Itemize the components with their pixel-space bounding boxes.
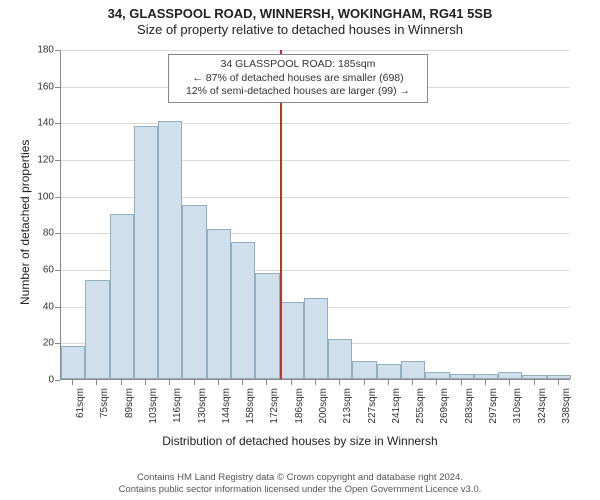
x-axis-title: Distribution of detached houses by size … — [0, 434, 600, 448]
y-tick-mark — [55, 123, 60, 124]
histogram-bar — [280, 302, 304, 379]
chart-title: 34, GLASSPOOL ROAD, WINNERSH, WOKINGHAM,… — [0, 0, 600, 37]
y-tick-label: 120 — [24, 155, 54, 166]
x-tick-label: 297sqm — [488, 388, 499, 433]
x-tick-label: 213sqm — [342, 388, 353, 433]
x-tick-label: 61sqm — [75, 388, 86, 433]
x-tick-label: 130sqm — [197, 388, 208, 433]
x-tick-label: 227sqm — [367, 388, 378, 433]
histogram-bar — [255, 273, 279, 379]
x-tick-mark — [121, 380, 122, 385]
gridline — [61, 50, 570, 51]
x-tick-mark — [364, 380, 365, 385]
gridline — [61, 123, 570, 124]
y-tick-mark — [55, 270, 60, 271]
annotation-box: 34 GLASSPOOL ROAD: 185sqm ← 87% of detac… — [168, 54, 428, 103]
x-tick-mark — [169, 380, 170, 385]
y-tick-label: 60 — [24, 265, 54, 276]
x-tick-mark — [315, 380, 316, 385]
annotation-line3: 12% of semi-detached houses are larger (… — [175, 85, 421, 99]
x-tick-mark — [291, 380, 292, 385]
y-tick-label: 180 — [24, 45, 54, 56]
x-tick-mark — [534, 380, 535, 385]
y-tick-label: 140 — [24, 118, 54, 129]
x-tick-label: 103sqm — [148, 388, 159, 433]
histogram-bar — [85, 280, 109, 379]
x-tick-label: 89sqm — [124, 388, 135, 433]
x-tick-label: 200sqm — [318, 388, 329, 433]
y-tick-label: 160 — [24, 81, 54, 92]
y-tick-mark — [55, 343, 60, 344]
histogram-bar — [547, 375, 571, 379]
histogram-bar — [110, 214, 134, 379]
x-tick-label: 324sqm — [537, 388, 548, 433]
histogram-bar — [182, 205, 206, 379]
histogram-bar — [304, 298, 328, 379]
x-tick-label: 310sqm — [512, 388, 523, 433]
footer-line2: Contains public sector information licen… — [0, 484, 600, 496]
x-tick-mark — [558, 380, 559, 385]
title-line2: Size of property relative to detached ho… — [0, 22, 600, 37]
footer-line1: Contains HM Land Registry data © Crown c… — [0, 472, 600, 484]
x-tick-mark — [242, 380, 243, 385]
x-tick-label: 172sqm — [269, 388, 280, 433]
x-tick-label: 75sqm — [99, 388, 110, 433]
x-tick-mark — [339, 380, 340, 385]
y-tick-mark — [55, 50, 60, 51]
x-tick-label: 269sqm — [439, 388, 450, 433]
histogram-bar — [450, 374, 474, 380]
histogram-bar — [328, 339, 352, 379]
histogram-bar — [377, 364, 401, 379]
x-tick-mark — [218, 380, 219, 385]
x-tick-mark — [266, 380, 267, 385]
footer: Contains HM Land Registry data © Crown c… — [0, 472, 600, 496]
y-tick-label: 40 — [24, 301, 54, 312]
histogram-bar — [207, 229, 231, 379]
histogram-bar — [401, 361, 425, 379]
y-tick-mark — [55, 197, 60, 198]
histogram-bar — [425, 372, 449, 379]
x-tick-label: 158sqm — [245, 388, 256, 433]
histogram-bar — [498, 372, 522, 379]
x-tick-mark — [509, 380, 510, 385]
x-tick-mark — [145, 380, 146, 385]
x-tick-label: 144sqm — [221, 388, 232, 433]
x-tick-mark — [412, 380, 413, 385]
y-tick-mark — [55, 307, 60, 308]
x-tick-mark — [485, 380, 486, 385]
histogram-bar — [158, 121, 182, 380]
x-tick-mark — [461, 380, 462, 385]
x-tick-mark — [388, 380, 389, 385]
x-tick-mark — [96, 380, 97, 385]
x-tick-label: 241sqm — [391, 388, 402, 433]
title-line1: 34, GLASSPOOL ROAD, WINNERSH, WOKINGHAM,… — [0, 6, 600, 21]
histogram-bar — [474, 374, 498, 380]
histogram-bar — [231, 242, 255, 380]
x-tick-mark — [72, 380, 73, 385]
x-tick-label: 283sqm — [464, 388, 475, 433]
y-tick-mark — [55, 233, 60, 234]
y-tick-label: 0 — [24, 375, 54, 386]
y-tick-label: 80 — [24, 228, 54, 239]
y-tick-label: 20 — [24, 338, 54, 349]
y-tick-mark — [55, 160, 60, 161]
x-tick-label: 255sqm — [415, 388, 426, 433]
annotation-line1: 34 GLASSPOOL ROAD: 185sqm — [175, 58, 421, 72]
x-tick-label: 338sqm — [561, 388, 572, 433]
x-tick-mark — [436, 380, 437, 385]
histogram-bar — [134, 126, 158, 379]
x-tick-mark — [194, 380, 195, 385]
y-tick-label: 100 — [24, 191, 54, 202]
x-tick-label: 186sqm — [294, 388, 305, 433]
histogram-bar — [352, 361, 376, 379]
y-tick-mark — [55, 380, 60, 381]
histogram-bar — [61, 346, 85, 379]
annotation-line2: ← 87% of detached houses are smaller (69… — [175, 72, 421, 86]
histogram-bar — [522, 375, 546, 379]
y-tick-mark — [55, 87, 60, 88]
x-tick-label: 116sqm — [172, 388, 183, 433]
